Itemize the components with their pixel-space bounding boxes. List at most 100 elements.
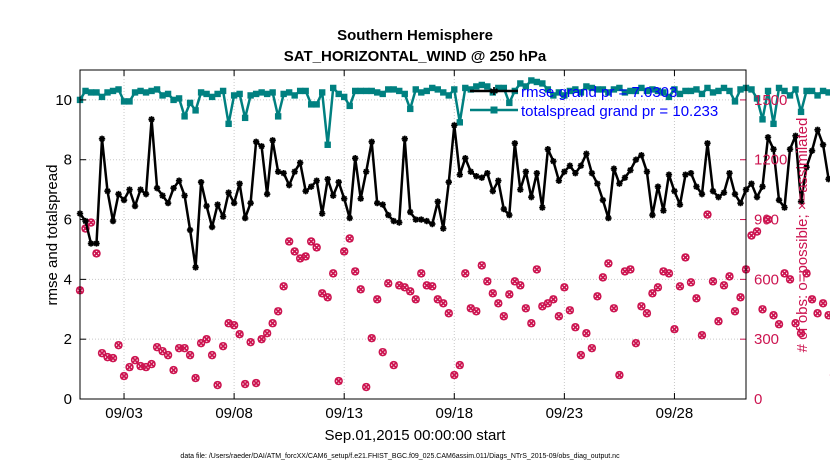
obs-assimilated-point — [538, 302, 546, 310]
rmse-point — [649, 211, 656, 219]
obs-assimilated-point — [621, 267, 629, 276]
obs-possible-point — [818, 299, 828, 308]
totalspread-point — [197, 89, 205, 96]
rmse-point — [495, 177, 502, 184]
obs-assimilated-point — [324, 293, 332, 301]
obs-possible-point — [351, 267, 360, 276]
obs-assimilated-point — [395, 281, 403, 289]
rmse-point — [671, 187, 678, 195]
totalspread-point — [98, 93, 106, 101]
y-tick-label-left: 10 — [55, 92, 72, 109]
obs-assimilated-point — [483, 277, 491, 285]
totalspread-point — [550, 92, 557, 99]
obs-possible-point — [719, 281, 729, 290]
totalspread-point — [252, 90, 260, 98]
obs-assimilated-point — [511, 277, 519, 285]
obs-assimilated-point — [626, 265, 635, 274]
rmse-point — [599, 196, 607, 204]
obs-assimilated-point — [406, 287, 414, 295]
x-tick-label: 09/03 — [105, 405, 143, 422]
rmse-point — [445, 178, 452, 186]
obs-assimilated-point — [709, 277, 717, 285]
rmse-point — [588, 169, 596, 177]
obs-assimilated-point — [252, 379, 260, 387]
legend-marker-rmse: ✱ — [489, 86, 498, 98]
rmse-point — [407, 208, 414, 216]
obs-assimilated-point — [610, 304, 618, 312]
obs-possible-point — [642, 309, 652, 318]
obs-assimilated-point — [731, 307, 739, 315]
totalspread-point — [120, 98, 128, 105]
chart-title: Southern Hemisphere — [337, 27, 493, 44]
rmse-point — [643, 168, 651, 175]
rmse-point — [307, 183, 315, 190]
obs-possible-point — [796, 329, 806, 338]
obs-assimilated-point — [92, 249, 101, 258]
obs-possible-point — [406, 287, 415, 296]
obs-possible-point — [185, 350, 195, 360]
totalspread-point — [594, 86, 601, 93]
obs-assimilated-point — [549, 295, 557, 303]
rmse-point — [142, 190, 150, 198]
rmse-point — [566, 162, 574, 169]
obs-assimilated-point — [533, 265, 541, 274]
totalspread-point — [285, 89, 293, 96]
rmse-point — [814, 126, 821, 134]
x-tick-label: 09/18 — [436, 405, 474, 422]
rmse-point — [291, 168, 298, 175]
totalspread-point — [307, 101, 315, 108]
obs-assimilated-point — [401, 283, 409, 291]
rmse-point — [720, 189, 728, 196]
obs-possible-point — [791, 319, 800, 328]
rmse-point — [550, 158, 557, 165]
totalspread-point — [676, 90, 684, 98]
obs-assimilated-point — [670, 325, 679, 333]
rmse-point — [522, 168, 530, 175]
obs-possible-point — [747, 231, 756, 240]
obs-possible-point — [218, 341, 228, 351]
obs-assimilated-point — [494, 299, 502, 307]
totalspread-point — [296, 87, 304, 95]
rmse-point — [533, 169, 541, 177]
totalspread-point — [181, 113, 188, 120]
obs-possible-point — [312, 243, 321, 252]
totalspread-point — [610, 86, 618, 93]
rmse-point — [704, 140, 711, 147]
obs-assimilated-point — [147, 360, 156, 368]
totalspread-point — [704, 84, 711, 92]
rmse-point — [775, 196, 783, 204]
y-tick-label-left: 6 — [64, 212, 72, 229]
obs-possible-point — [411, 295, 420, 304]
totalspread-point — [775, 84, 783, 92]
y-tick-label-right: 300 — [754, 331, 779, 348]
rmse-point — [87, 240, 95, 247]
obs-assimilated-point — [753, 227, 761, 236]
totalspread-point — [616, 84, 623, 92]
obs-possible-point — [499, 312, 509, 321]
obs-possible-point — [670, 325, 679, 334]
totalspread-point — [357, 87, 364, 95]
totalspread-point — [687, 87, 695, 95]
rmse-point — [153, 184, 161, 192]
rmse-point — [148, 116, 155, 123]
totalspread-point — [456, 119, 463, 126]
obs-assimilated-point — [114, 341, 123, 349]
totalspread-point — [87, 89, 95, 96]
obs-assimilated-point — [296, 254, 304, 263]
obs-possible-point — [306, 237, 316, 246]
obs-possible-point — [571, 323, 580, 332]
rmse-point — [379, 201, 386, 208]
obs-assimilated-point — [346, 234, 354, 243]
totalspread-point — [142, 89, 150, 96]
obs-assimilated-point — [291, 247, 299, 256]
obs-assimilated-point — [180, 344, 189, 352]
obs-assimilated-point — [791, 319, 800, 327]
obs-assimilated-point — [153, 343, 161, 351]
obs-assimilated-point — [802, 269, 811, 278]
data-file-footnote: data file: /Users/raeder/DAI/ATM_forcXX/… — [180, 453, 620, 460]
totalspread-point — [401, 90, 408, 98]
obs-possible-point — [510, 277, 520, 286]
totalspread-point — [764, 87, 772, 95]
totalspread-point — [137, 87, 144, 95]
totalspread-point — [720, 84, 728, 92]
